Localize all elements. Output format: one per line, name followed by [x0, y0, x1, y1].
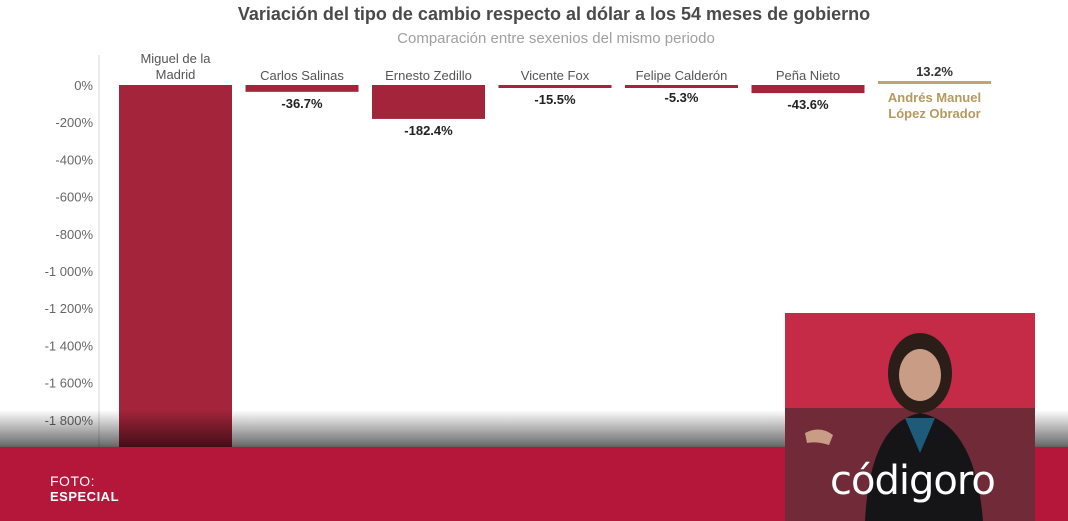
bar [498, 85, 612, 88]
category-label: Madrid [156, 67, 196, 82]
y-tick-label: -1 000% [45, 264, 94, 279]
photo-credit-label: FOTO: [50, 473, 96, 489]
y-tick-label: -200% [55, 115, 93, 130]
category-label: Miguel de la [140, 51, 211, 66]
bar [751, 85, 865, 94]
data-label: 13.2% [916, 64, 953, 79]
category-label: Vicente Fox [521, 68, 590, 83]
y-tick-label: -1 600% [45, 376, 94, 391]
presenter-figure [785, 313, 1035, 521]
bar [625, 85, 738, 88]
bar [245, 85, 359, 92]
category-label: Ernesto Zedillo [385, 68, 472, 83]
category-label: Andrés Manuel [888, 90, 981, 105]
category-label: Peña Nieto [776, 68, 840, 83]
y-tick-label: -600% [55, 190, 93, 205]
category-label: Felipe Calderón [636, 68, 728, 83]
bar [878, 81, 991, 84]
data-label: -15.5% [534, 92, 576, 107]
y-tick-label: -400% [55, 152, 93, 167]
y-tick-label: -1 400% [45, 338, 94, 353]
data-label: -5.3% [665, 90, 699, 105]
data-label: -43.6% [787, 97, 829, 112]
codigoqro-logo: códigoro [830, 458, 996, 504]
category-label: Carlos Salinas [260, 68, 344, 83]
photo-credit: FOTO: ESPECIAL [50, 473, 120, 505]
category-label: López Obrador [888, 106, 980, 121]
bar [372, 85, 485, 119]
chart-title: Variación del tipo de cambio respecto al… [237, 4, 871, 24]
data-label: -36.7% [281, 96, 323, 111]
chart-subtitle: Comparación entre sexenios del mismo per… [397, 30, 715, 47]
presenter-video-inset [785, 313, 1035, 521]
photo-credit-source: ESPECIAL [50, 489, 120, 504]
y-tick-label: -1 200% [45, 301, 94, 316]
y-tick-label: -800% [55, 227, 93, 242]
y-tick-label: 0% [74, 78, 93, 93]
data-label: -182.4% [404, 123, 453, 138]
